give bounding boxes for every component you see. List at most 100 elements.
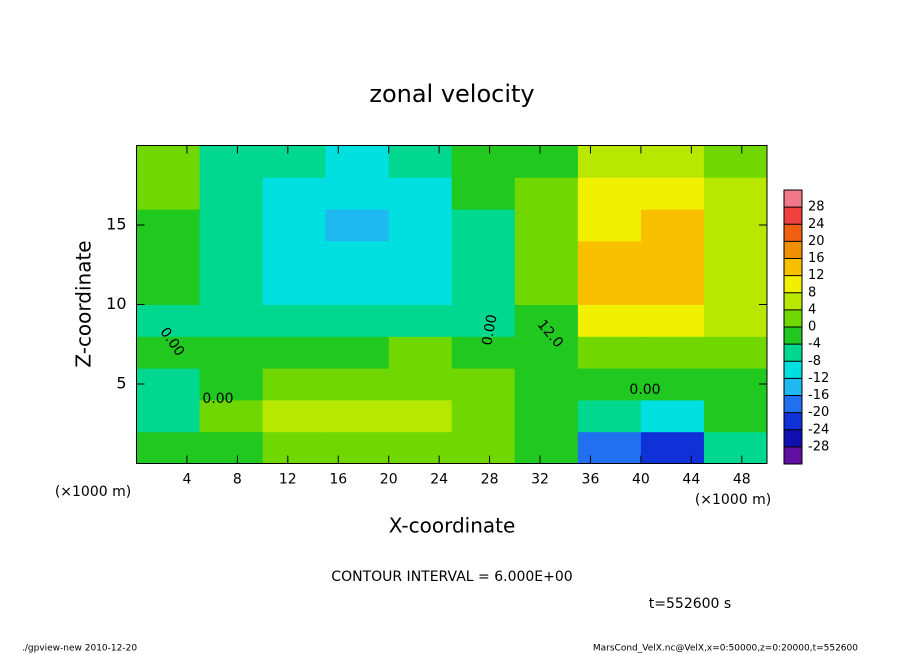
colorbar-label: 12 xyxy=(808,268,825,283)
field-cell xyxy=(262,399,327,433)
y-tick-label: 5 xyxy=(116,374,126,393)
field-cell xyxy=(199,272,264,305)
colorbar-band xyxy=(784,292,802,311)
field-cell xyxy=(703,145,768,178)
field-cell xyxy=(136,272,201,305)
field-cell xyxy=(514,272,579,305)
field-cell xyxy=(325,177,390,210)
field-cell xyxy=(703,209,768,242)
field-cell xyxy=(451,304,516,337)
colorbar-label: -20 xyxy=(808,405,829,420)
contour-interval: CONTOUR INTERVAL = 6.000E+00 xyxy=(331,569,572,585)
field-cell xyxy=(577,431,642,464)
field-cell xyxy=(136,304,201,337)
colorbar-label: -28 xyxy=(808,439,829,454)
field-cell xyxy=(703,240,768,274)
field-cell xyxy=(640,431,705,464)
y-tick-label: 15 xyxy=(106,215,126,234)
field-cell xyxy=(262,209,327,242)
field-cell xyxy=(703,368,768,401)
chart-title: zonal velocity xyxy=(369,80,534,108)
field-cell xyxy=(703,399,768,433)
field-cell xyxy=(640,145,705,178)
field-cell xyxy=(640,209,705,242)
field-cell xyxy=(388,304,453,337)
footer-left: ./gpview-new 2010-12-20 xyxy=(22,644,137,654)
colorbar-label: 20 xyxy=(808,234,825,249)
field-cell xyxy=(577,209,642,242)
field-cell xyxy=(388,272,453,305)
field-cell xyxy=(514,145,579,178)
field-cell xyxy=(262,304,327,337)
field-cell xyxy=(703,272,768,305)
x-tick-label: 28 xyxy=(481,472,499,488)
field-cell xyxy=(640,240,705,274)
field-cell xyxy=(703,336,768,369)
colorbar-band xyxy=(784,309,802,328)
colorbar-band xyxy=(784,412,802,431)
field-cell xyxy=(640,304,705,337)
field-cell xyxy=(388,336,453,369)
field-cell xyxy=(262,240,327,274)
field-cell xyxy=(388,368,453,401)
field-cell xyxy=(451,336,516,369)
field-cell xyxy=(703,304,768,337)
colorbar-label: -8 xyxy=(808,354,821,369)
field-cell xyxy=(325,272,390,305)
x-tick-label: 40 xyxy=(632,472,650,488)
field-cell xyxy=(199,145,264,178)
field-cell xyxy=(199,177,264,210)
field-cell xyxy=(388,240,453,274)
colorbar-band xyxy=(784,378,802,396)
x-tick-label: 20 xyxy=(380,472,398,488)
x-tick-label: 12 xyxy=(279,472,297,488)
x-tick-label: 48 xyxy=(733,472,751,488)
x-tick-label: 8 xyxy=(233,472,242,488)
x-axis-label: X-coordinate xyxy=(389,514,516,538)
colorbar-label: -24 xyxy=(808,422,829,437)
field-cell xyxy=(262,177,327,210)
x-tick-label: 32 xyxy=(531,472,549,488)
colorbar-band xyxy=(784,446,802,465)
field-cell xyxy=(136,368,201,401)
colorbar-band xyxy=(784,344,802,362)
colorbar-band xyxy=(784,207,802,225)
time-label: t=552600 s xyxy=(649,596,731,612)
colorbar-label: 16 xyxy=(808,251,825,266)
field-cell xyxy=(136,209,201,242)
colorbar-band xyxy=(784,258,802,276)
colorbar-band xyxy=(784,190,802,208)
field-cell xyxy=(262,431,327,464)
field-cell xyxy=(703,431,768,464)
field-cell xyxy=(325,209,390,242)
field-cell xyxy=(640,368,705,401)
field-cell xyxy=(451,177,516,210)
field-cell xyxy=(514,177,579,210)
field-cell xyxy=(514,399,579,433)
colorbar-label: 28 xyxy=(808,200,825,215)
field-cell xyxy=(199,368,264,401)
field-cell xyxy=(262,145,327,178)
field-cell xyxy=(577,145,642,178)
field-cell xyxy=(325,240,390,274)
field-cell xyxy=(199,304,264,337)
field-cell xyxy=(388,209,453,242)
field-cell xyxy=(451,368,516,401)
field-cell xyxy=(325,145,390,178)
colorbar-band xyxy=(784,241,802,259)
field-cell xyxy=(514,240,579,274)
footer-right: MarsCond_VelX.nc@VelX,x=0:50000,z=0:2000… xyxy=(593,644,858,654)
colorbar-label: 24 xyxy=(808,217,825,232)
field-cell xyxy=(451,209,516,242)
field-cell xyxy=(514,368,579,401)
field-cell xyxy=(451,431,516,464)
field-cell xyxy=(640,272,705,305)
field-cell xyxy=(136,177,201,210)
field-cell xyxy=(325,431,390,464)
field-cell xyxy=(262,272,327,305)
field-cell xyxy=(577,304,642,337)
field-cell xyxy=(640,336,705,369)
field-cell xyxy=(136,431,201,464)
contour-label: 0.00 xyxy=(202,391,233,407)
